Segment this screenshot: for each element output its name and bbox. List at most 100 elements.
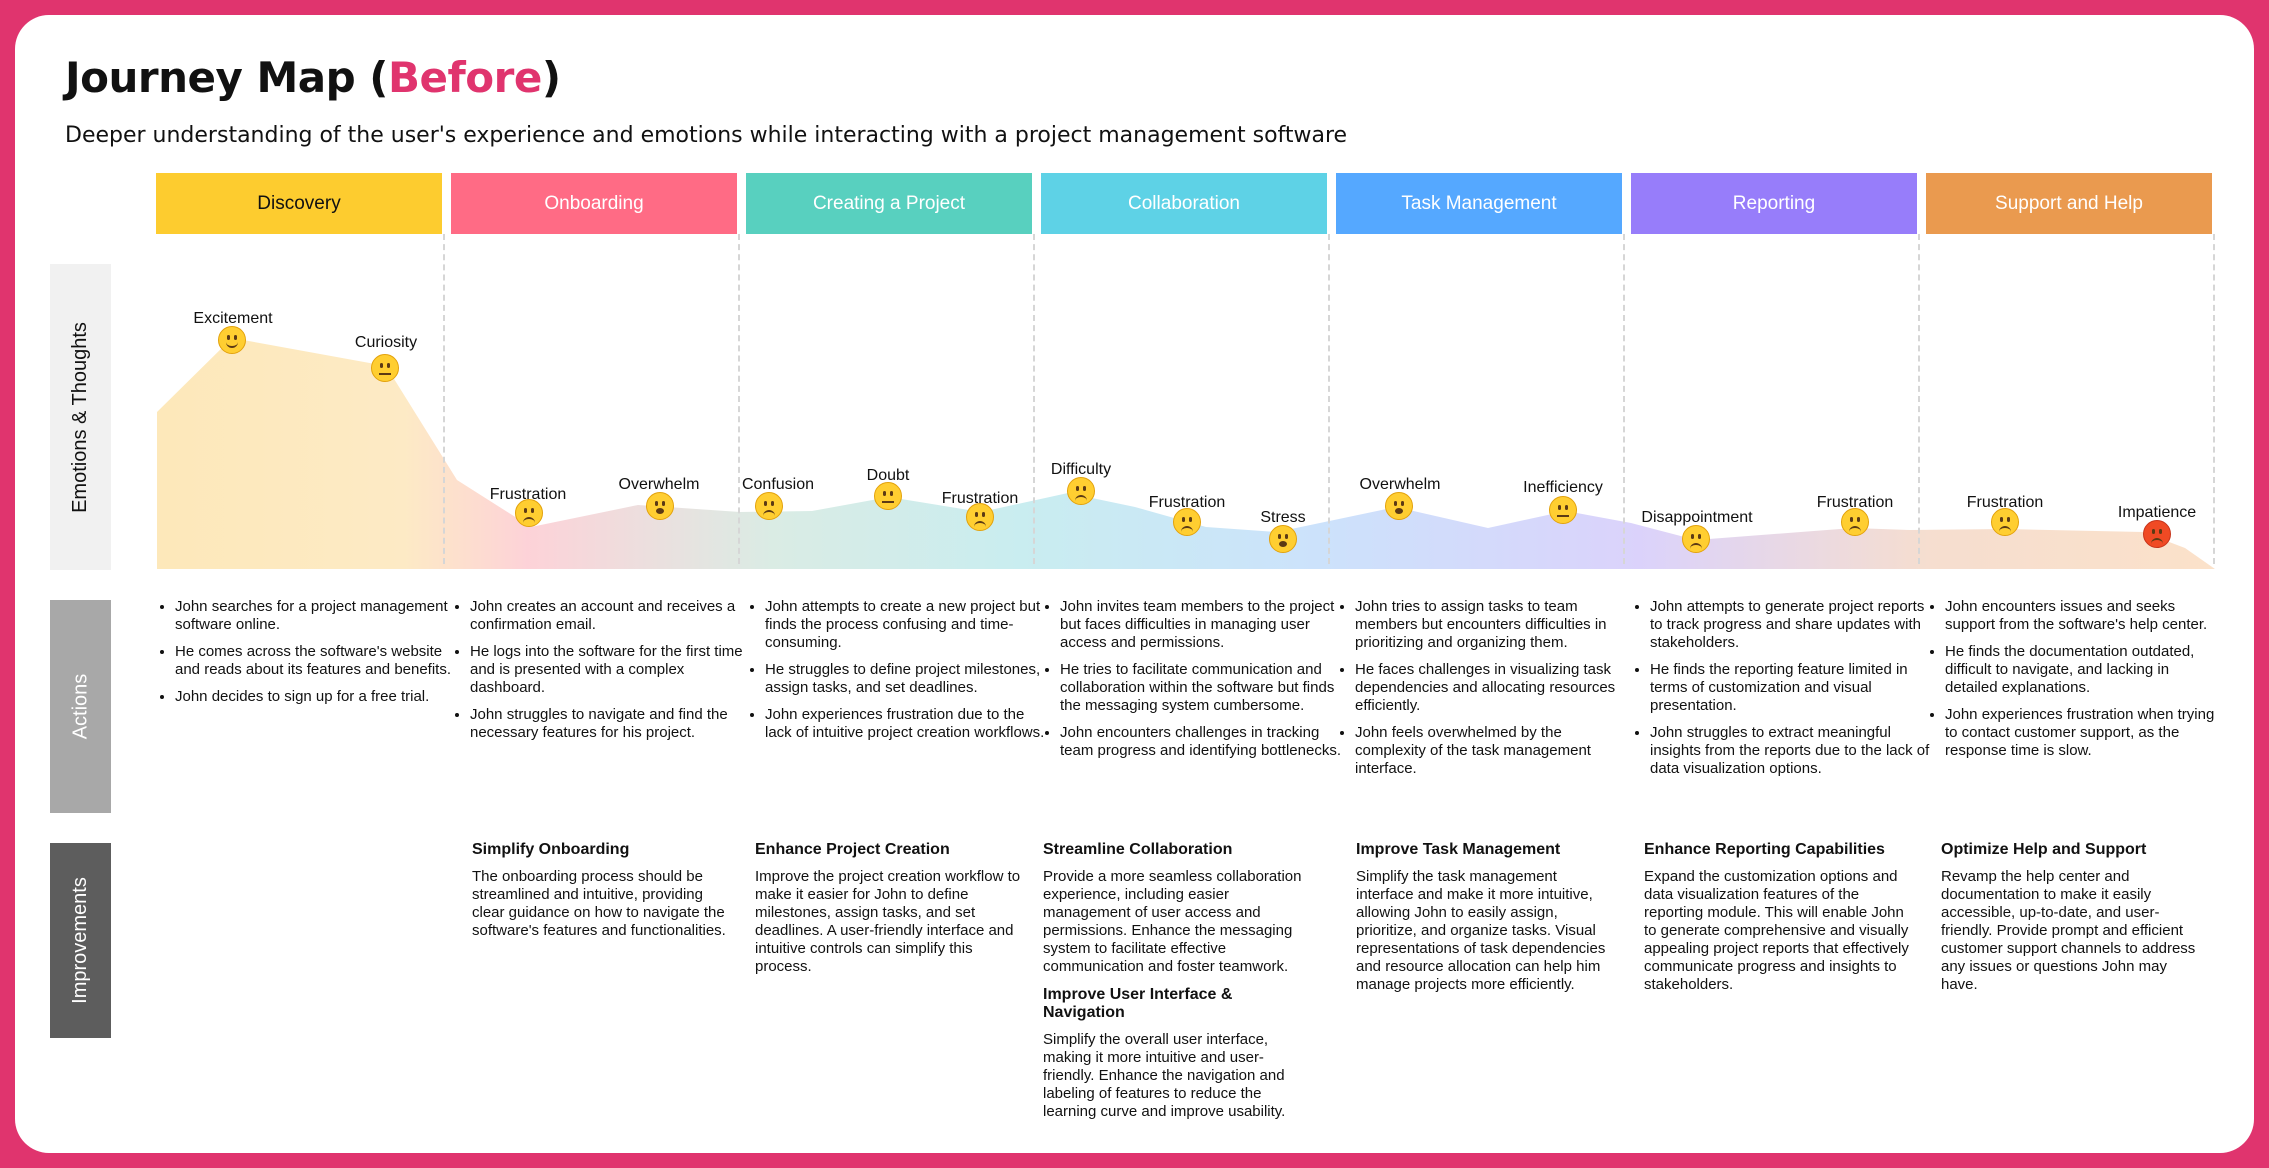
- emotion-label: Disappointment: [1641, 509, 1753, 526]
- steam-face-icon: [1173, 508, 1201, 536]
- action-list: John invites team members to the project…: [1038, 598, 1344, 769]
- action-item: John experiences frustration due to the …: [765, 706, 1047, 742]
- improvement-title: Streamline Collaboration: [1043, 841, 1233, 858]
- action-item: John decides to sign up for a free trial…: [175, 688, 454, 706]
- stage-divider: [738, 234, 740, 564]
- emotion-label: Difficulty: [1050, 461, 1112, 478]
- action-list: John attempts to generate project report…: [1628, 598, 1933, 787]
- emotion-label: Impatience: [2117, 504, 2197, 521]
- steam-face-icon: [966, 503, 994, 531]
- action-list: John tries to assign tasks to team membe…: [1333, 598, 1634, 787]
- action-item: He comes across the software's website a…: [175, 643, 454, 679]
- action-list: John creates an account and receives a c…: [448, 598, 751, 751]
- emotion-label: Confusion: [741, 476, 815, 493]
- row-label-actions: Actions: [50, 600, 111, 813]
- stage-header: Support and Help: [1926, 173, 2212, 234]
- improvement-title: Improve Task Management: [1356, 841, 1561, 858]
- action-list: John attempts to create a new project bu…: [743, 598, 1047, 751]
- action-item: John experiences frustration when trying…: [1945, 706, 2225, 760]
- thinking-face-icon: [874, 482, 902, 510]
- improvement-body: Simplify the overall user interface, mak…: [1043, 1031, 1286, 1120]
- action-item: John struggles to navigate and find the …: [470, 706, 751, 742]
- improvement-title: Optimize Help and Support: [1941, 841, 2147, 858]
- improvement-body: Expand the customization options and dat…: [1644, 868, 1909, 993]
- emotion-label: Overwhelm: [618, 476, 700, 493]
- improvement-body: Revamp the help center and documentation…: [1941, 868, 2196, 993]
- stage-divider: [1918, 234, 1920, 564]
- emotion-label: Frustration: [941, 490, 1019, 507]
- action-item: He finds the reporting feature limited i…: [1650, 661, 1933, 715]
- page-subtitle: Deeper understanding of the user's exper…: [65, 123, 1348, 148]
- stage-divider: [2213, 234, 2215, 564]
- grinning-face-icon: [218, 326, 246, 354]
- emotion-label: Frustration: [1966, 494, 2044, 511]
- disappointed-face-icon: [1682, 525, 1710, 553]
- stage-divider: [1328, 234, 1330, 564]
- improvement-body: Improve the project creation workflow to…: [755, 868, 1021, 975]
- frowning-face-icon: [646, 492, 674, 520]
- emotion-label: Inefficiency: [1523, 479, 1603, 496]
- improvement-block: Improve Task Management Simplify the task…: [1356, 841, 1616, 1004]
- emotion-label: Frustration: [1148, 494, 1226, 511]
- stage-header: Discovery: [156, 173, 442, 234]
- emotion-label: Curiosity: [354, 334, 418, 351]
- improvement-title: Simplify Onboarding: [472, 841, 630, 858]
- action-list: John encounters issues and seeks support…: [1923, 598, 2225, 769]
- steam-face-icon: [1991, 508, 2019, 536]
- steam-face-icon: [515, 499, 543, 527]
- improvement-block: Simplify Onboarding The onboarding proces…: [472, 841, 727, 950]
- title-prefix: Journey Map (: [65, 53, 389, 102]
- emotion-label: Doubt: [866, 467, 910, 484]
- action-item: John attempts to create a new project bu…: [765, 598, 1047, 652]
- action-item: John feels overwhelmed by the complexity…: [1355, 724, 1634, 778]
- thinking-face-icon: [371, 354, 399, 382]
- action-item: He struggles to define project milestone…: [765, 661, 1047, 697]
- action-list: John searches for a project management s…: [153, 598, 454, 715]
- action-item: John invites team members to the project…: [1060, 598, 1344, 652]
- emotion-label: Frustration: [489, 486, 567, 503]
- angry-face-icon: [2143, 520, 2171, 548]
- action-item: John attempts to generate project report…: [1650, 598, 1933, 652]
- action-item: John struggles to extract meaningful ins…: [1650, 724, 1933, 778]
- stage-divider: [1033, 234, 1035, 564]
- stage-divider: [443, 234, 445, 564]
- tired-face-icon: [1269, 525, 1297, 553]
- improvement-title: Enhance Reporting Capabilities: [1644, 841, 1885, 858]
- improvement-block: Streamline Collaboration Provide a more s…: [1043, 841, 1315, 1131]
- stage-header: Onboarding: [451, 173, 737, 234]
- improvement-body: Simplify the task management interface a…: [1356, 868, 1606, 993]
- row-label-improvements: Improvements: [50, 843, 111, 1038]
- stage-header: Task Management: [1336, 173, 1622, 234]
- improvement-block: Enhance Reporting Capabilities Expand the…: [1644, 841, 1919, 1004]
- improvement-title: Improve User Interface & Navigation: [1043, 986, 1233, 1021]
- improvement-title: Enhance Project Creation: [755, 841, 950, 858]
- improvement-body: The onboarding process should be streaml…: [472, 868, 726, 939]
- action-item: John creates an account and receives a c…: [470, 598, 751, 634]
- action-item: He faces challenges in visualizing task …: [1355, 661, 1634, 715]
- improvement-body: Provide a more seamless collaboration ex…: [1043, 868, 1302, 975]
- title-accent: Before: [388, 53, 542, 102]
- sweat-face-icon: [1067, 477, 1095, 505]
- emotion-label: Stress: [1260, 509, 1306, 526]
- action-item: John encounters issues and seeks support…: [1945, 598, 2225, 634]
- stage-divider: [1623, 234, 1625, 564]
- confused-face-icon: [1549, 496, 1577, 524]
- frowning-face-icon: [1385, 492, 1413, 520]
- stage-header: Creating a Project: [746, 173, 1032, 234]
- stage-header: Reporting: [1631, 173, 1917, 234]
- row-label-emotions: Emotions & Thoughts: [50, 264, 111, 570]
- action-item: John searches for a project management s…: [175, 598, 454, 634]
- action-item: John encounters challenges in tracking t…: [1060, 724, 1344, 760]
- confounded-face-icon: [755, 492, 783, 520]
- improvement-block: Enhance Project Creation Improve the proj…: [755, 841, 1027, 986]
- emotion-label: Excitement: [193, 310, 273, 327]
- improvement-block: Optimize Help and Support Revamp the help…: [1941, 841, 2201, 1004]
- emotion-label: Frustration: [1816, 494, 1894, 511]
- title-suffix: ): [541, 53, 561, 102]
- stage-header: Collaboration: [1041, 173, 1327, 234]
- emotion-label: Overwhelm: [1359, 476, 1441, 493]
- action-item: He tries to facilitate communication and…: [1060, 661, 1344, 715]
- action-item: He finds the documentation outdated, dif…: [1945, 643, 2225, 697]
- action-item: John tries to assign tasks to team membe…: [1355, 598, 1634, 652]
- page-title: Journey Map (Before): [65, 53, 561, 102]
